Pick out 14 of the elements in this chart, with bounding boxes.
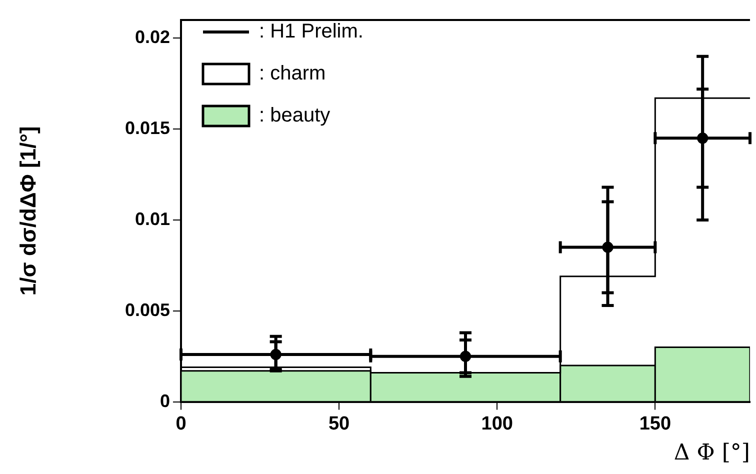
legend-label: : charm bbox=[259, 62, 326, 85]
x-tick-label: 0 bbox=[176, 413, 186, 434]
y-axis-title: 1/σ dσ/dΔΦ [1/°] bbox=[15, 126, 40, 296]
y-tick-label: 0.02 bbox=[134, 27, 170, 48]
y-tick-label: 0.005 bbox=[124, 300, 170, 320]
x-axis-title: Δ Φ [°] bbox=[674, 440, 750, 466]
legend-label: : beauty bbox=[259, 104, 330, 127]
x-tick-label: 150 bbox=[639, 413, 672, 434]
y-tick-label: 0.01 bbox=[134, 208, 170, 229]
x-tick-label: 100 bbox=[481, 413, 513, 434]
legend-label: : H1 Prelim. bbox=[259, 20, 364, 43]
y-tick-label: 0.015 bbox=[124, 118, 170, 138]
x-tick-label: 50 bbox=[328, 413, 350, 434]
y-tick-label: 0 bbox=[160, 390, 170, 411]
